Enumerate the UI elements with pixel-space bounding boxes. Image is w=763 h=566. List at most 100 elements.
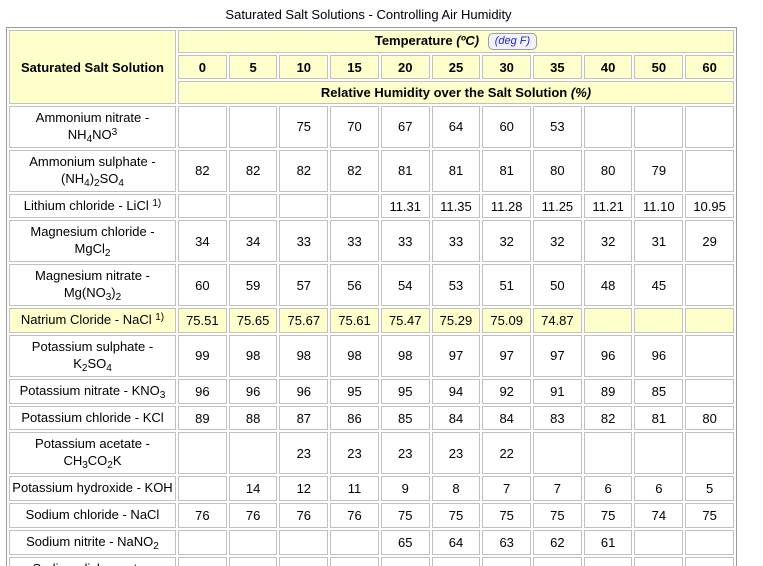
table-row: Potassium chloride - KCl 89 88 87 86 85 84 84 83…	[9, 405, 734, 431]
table-row: Sodium chloride - NaCl 76 76 76 76 75 75 75 75 75…	[9, 503, 734, 529]
salt-label: Potassium acetate - CH3CO2K	[9, 432, 176, 475]
humidity-cell	[685, 432, 734, 475]
humidity-cell: 75.67	[279, 308, 329, 333]
humidity-cell: 67	[380, 106, 430, 148]
humidity-cell	[634, 432, 684, 475]
humidity-cell: 96	[583, 334, 633, 377]
humidity-cell: 81	[482, 149, 532, 192]
humidity-cell: 74.87	[533, 308, 582, 333]
humidity-cell	[685, 149, 734, 192]
humidity-cell: 32	[482, 220, 532, 263]
humidity-cell: 8	[431, 476, 481, 502]
humidity-cell: 81	[634, 405, 684, 431]
humidity-cell: 23	[330, 432, 379, 475]
temperature-column-header: 35	[533, 55, 582, 79]
humidity-cell: 80	[583, 149, 633, 192]
humidity-cell: 23	[279, 432, 329, 475]
salt-humidity-table: Saturated Salt Solution Temperature (ºC)…	[6, 27, 737, 566]
humidity-cell: 75.65	[228, 308, 278, 333]
humidity-cell: 54	[431, 556, 481, 566]
temperature-unit-label: (ºC)	[456, 33, 480, 48]
humidity-cell	[279, 530, 329, 555]
humidity-cell	[634, 530, 684, 555]
salt-label: Natrium Cloride - NaCl 1)	[9, 308, 176, 333]
humidity-cell: 62	[533, 530, 582, 555]
salt-label: Sodium chloride - NaCl	[9, 503, 176, 529]
humidity-cell: 53	[431, 264, 481, 307]
humidity-cell: 75	[533, 503, 582, 529]
humidity-header-row: Relative Humidity over the Salt Solution…	[9, 81, 734, 104]
salt-label: Potassium chloride - KCl	[9, 405, 176, 431]
humidity-cell	[228, 432, 278, 475]
humidity-cell	[685, 264, 734, 307]
humidity-cell: 23	[431, 432, 481, 475]
humidity-cell: 51	[482, 264, 532, 307]
salt-label: Sodium dichromate -Na2Cr2O7	[9, 556, 176, 566]
humidity-cell: 49	[634, 556, 684, 566]
humidity-cell	[178, 530, 227, 555]
table-row: Sodium nitrite - NaNO2 65 64 63 62 61	[9, 530, 734, 555]
table-row: Lithium chloride - LiCl 1) 11.31 11.35 11.2…	[9, 193, 734, 219]
humidity-cell: 6	[634, 476, 684, 502]
humidity-cell: 81	[431, 149, 481, 192]
humidity-cell: 85	[634, 378, 684, 404]
table-row: Ammonium sulphate - (NH4)2SO4 82 82 82 82 81 81…	[9, 149, 734, 192]
humidity-cell: 76	[279, 503, 329, 529]
humidity-cell: 64	[431, 106, 481, 148]
humidity-cell: 11.28	[482, 193, 532, 219]
humidity-cell: 75	[482, 503, 532, 529]
humidity-cell: 32	[533, 220, 582, 263]
humidity-cell	[685, 334, 734, 377]
humidity-cell: 23	[380, 432, 430, 475]
humidity-cell: 87	[279, 405, 329, 431]
humidity-cell: 10.95	[685, 193, 734, 219]
humidity-cell: 59	[228, 264, 278, 307]
humidity-cell: 76	[330, 503, 379, 529]
humidity-cell: 99	[178, 334, 227, 377]
humidity-cell: 96	[228, 378, 278, 404]
humidity-cell: 98	[279, 334, 329, 377]
humidity-cell: 33	[330, 220, 379, 263]
humidity-cell: 76	[178, 503, 227, 529]
humidity-cell: 61	[583, 530, 633, 555]
humidity-cell: 47	[685, 556, 734, 566]
humidity-cell	[178, 476, 227, 502]
humidity-cell: 55	[380, 556, 430, 566]
temperature-column-header: 40	[583, 55, 633, 79]
table-row: Potassium sulphate - K2SO4 99 98 98 98 98 97 97 9…	[9, 334, 734, 377]
humidity-cell: 33	[380, 220, 430, 263]
humidity-header-label: Relative Humidity over the Salt Solution	[320, 85, 568, 100]
humidity-cell	[178, 193, 227, 219]
temperature-column-header: 0	[178, 55, 227, 79]
humidity-cell: 5	[685, 476, 734, 502]
temperature-column-header: 30	[482, 55, 532, 79]
humidity-cell: 11.35	[431, 193, 481, 219]
temperature-column-header: 10	[279, 55, 329, 79]
humidity-cell: 11.25	[533, 193, 582, 219]
humidity-cell: 82	[279, 149, 329, 192]
humidity-cell: 33	[431, 220, 481, 263]
humidity-cell: 7	[482, 476, 532, 502]
humidity-cell: 81	[380, 149, 430, 192]
humidity-cell: 60	[482, 106, 532, 148]
humidity-cell: 53	[533, 106, 582, 148]
salt-label: Sodium nitrite - NaNO2	[9, 530, 176, 555]
humidity-cell: 53	[482, 556, 532, 566]
humidity-cell: 94	[431, 378, 481, 404]
humidity-cell: 33	[279, 220, 329, 263]
humidity-cell: 92	[482, 378, 532, 404]
deg-f-button[interactable]: (deg F)	[487, 33, 538, 50]
humidity-cell: 12	[279, 476, 329, 502]
humidity-cell	[685, 378, 734, 404]
humidity-cell: 83	[533, 405, 582, 431]
humidity-cell: 86	[330, 405, 379, 431]
humidity-cell: 95	[380, 378, 430, 404]
humidity-cell: 65	[380, 530, 430, 555]
salt-label: Potassium nitrate - KNO3	[9, 378, 176, 404]
humidity-cell: 75	[431, 503, 481, 529]
humidity-cell: 34	[178, 220, 227, 263]
corner-header: Saturated Salt Solution	[9, 30, 176, 104]
humidity-cell: 11.31	[380, 193, 430, 219]
humidity-cell: 75.51	[178, 308, 227, 333]
humidity-cell	[178, 432, 227, 475]
